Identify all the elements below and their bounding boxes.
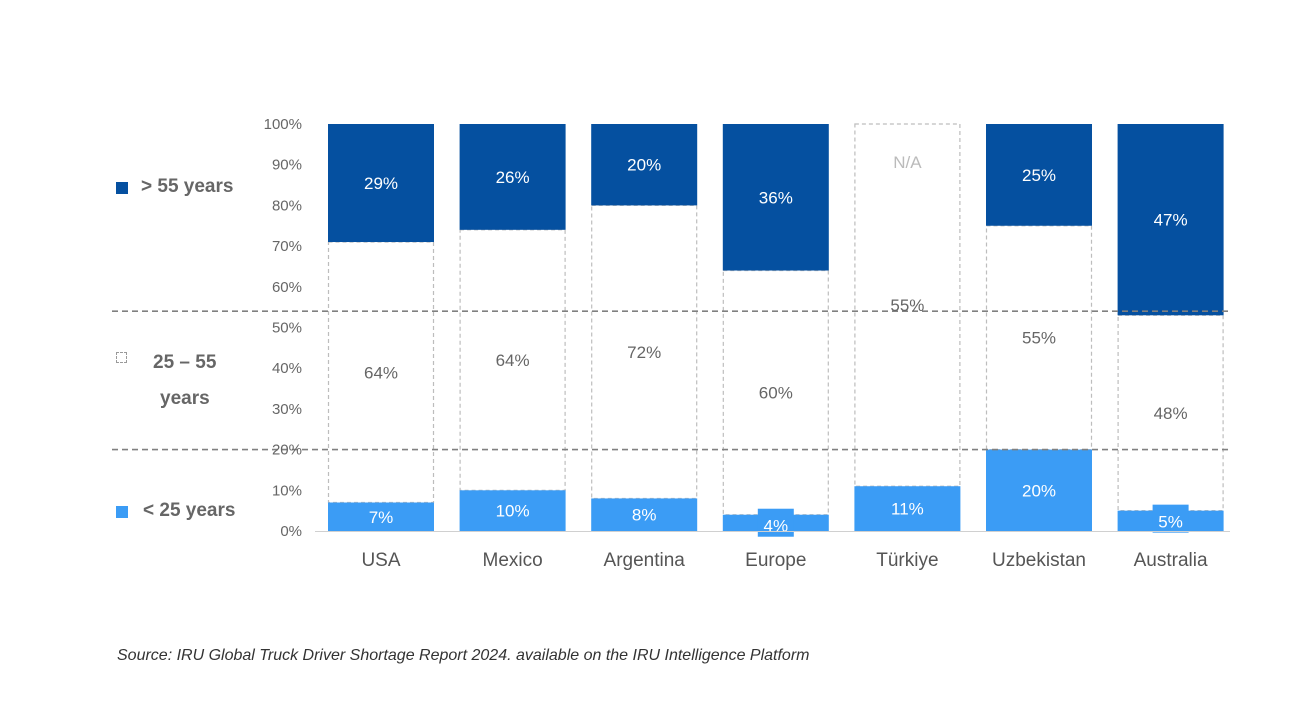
bar-segment-over55 <box>722 124 829 271</box>
bar-segment-over55 <box>591 124 698 206</box>
legend-mid-label-line1: 25 – 55 <box>153 352 217 373</box>
y-tick-label: 40% <box>272 360 302 377</box>
data-label-over55: 26% <box>496 168 530 187</box>
category-label: Europe <box>745 550 806 571</box>
data-label-under25: 7% <box>369 508 394 527</box>
category-label: Mexico <box>483 550 543 571</box>
data-label-under25: 20% <box>1022 481 1056 500</box>
data-label-over55: 20% <box>627 156 661 175</box>
bar-segment-over55 <box>986 124 1092 226</box>
legend-over55-label: > 55 years <box>141 176 234 197</box>
y-tick-label: 10% <box>272 482 302 499</box>
data-label-25-55: 48% <box>1154 404 1188 423</box>
category-label: Argentina <box>604 550 686 571</box>
y-tick-label: 50% <box>272 320 302 337</box>
legend-under25-label: < 25 years <box>143 500 236 521</box>
y-tick-label: 80% <box>272 197 302 214</box>
bar-label-tab <box>757 508 794 537</box>
data-label-over55: 25% <box>1022 166 1056 185</box>
data-label-over55: 36% <box>759 188 793 207</box>
data-label-under25: 8% <box>632 506 657 525</box>
data-label-over55: 29% <box>364 174 398 193</box>
y-tick-label: 60% <box>272 279 302 296</box>
y-tick-label: 20% <box>272 442 302 459</box>
legend-over55-swatch <box>116 182 128 194</box>
data-label-25-55: 60% <box>759 384 793 403</box>
y-tick-label: 30% <box>272 401 302 418</box>
category-label: Australia <box>1134 550 1208 571</box>
bar-segment-under25 <box>459 490 566 531</box>
category-label: USA <box>361 550 400 571</box>
legend-mid-label-line2: years <box>160 388 210 409</box>
data-label-over55: 47% <box>1154 211 1188 230</box>
bar-segment-over55 <box>459 124 566 230</box>
data-label-under25: 10% <box>496 502 530 521</box>
data-label-25-55: 64% <box>496 351 530 370</box>
bar-segment-over55 <box>328 124 434 243</box>
bar-label-tab <box>1152 504 1189 533</box>
source-note: Source: IRU Global Truck Driver Shortage… <box>117 647 810 664</box>
data-label-25-55: 64% <box>364 363 398 382</box>
category-label: Uzbekistan <box>992 550 1086 571</box>
bar-segment-under25 <box>854 486 961 531</box>
y-tick-label: 70% <box>272 238 302 255</box>
bar-segment-under25 <box>986 449 1092 531</box>
data-label-under25: 4% <box>764 517 789 536</box>
bar-segment-over55 <box>1117 124 1224 316</box>
data-label-over55: N/A <box>893 153 922 172</box>
data-label-25-55: 72% <box>627 343 661 362</box>
legend-mid-swatch <box>116 352 127 363</box>
data-label-25-55: 55% <box>890 296 924 315</box>
legend-under25-swatch <box>116 506 128 518</box>
bar-segment-25-55 <box>854 123 961 487</box>
data-label-25-55: 55% <box>1022 329 1056 348</box>
y-tick-label: 0% <box>280 523 302 540</box>
category-label: Türkiye <box>876 550 938 571</box>
y-tick-label: 100% <box>264 116 302 133</box>
data-label-under25: 11% <box>891 500 924 519</box>
bar-segment-under25 <box>591 498 698 531</box>
y-tick-label: 90% <box>272 157 302 174</box>
bar-segment-under25 <box>328 502 434 531</box>
data-label-under25: 5% <box>1158 513 1183 532</box>
